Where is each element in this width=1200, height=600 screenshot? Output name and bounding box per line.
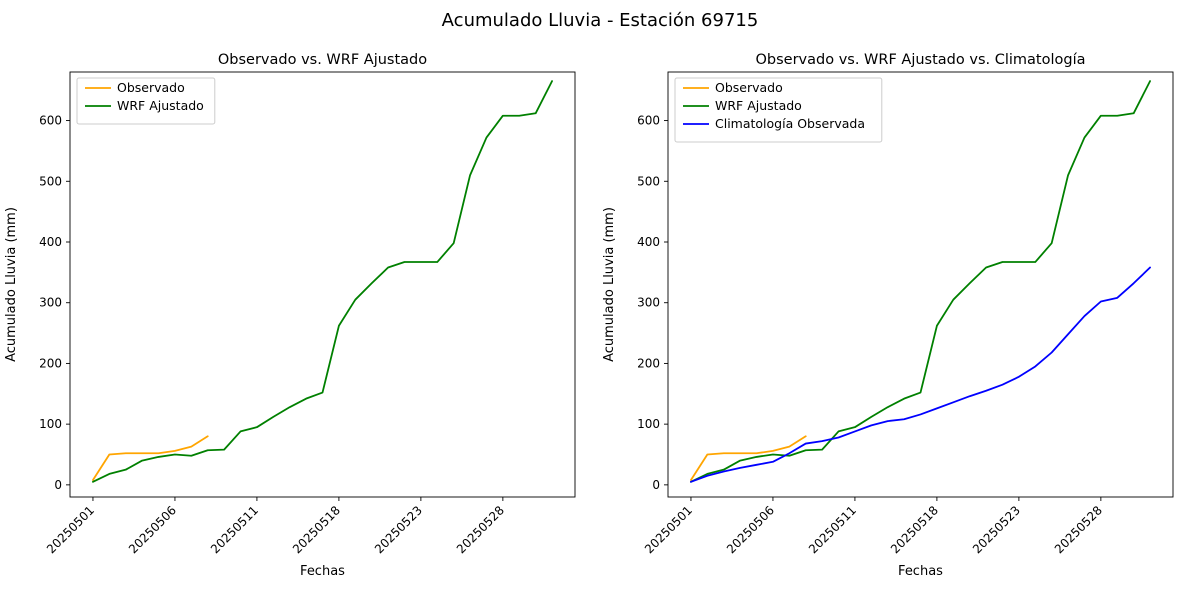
y-tick-label: 300 xyxy=(39,296,62,310)
x-axis-label: Fechas xyxy=(898,564,943,579)
y-tick-label: 0 xyxy=(54,478,62,492)
y-tick-label: 0 xyxy=(652,478,660,492)
legend-label-climatologia-observada: Climatología Observada xyxy=(715,116,865,131)
x-tick-label: 20250506 xyxy=(126,503,179,556)
chart-title: Observado vs. WRF Ajustado vs. Climatolo… xyxy=(756,52,1086,68)
y-tick-label: 500 xyxy=(637,174,660,188)
y-tick-label: 400 xyxy=(637,235,660,249)
x-tick-label: 20250518 xyxy=(290,503,343,556)
x-tick-label: 20250501 xyxy=(642,503,695,556)
x-tick-label: 20250518 xyxy=(888,503,941,556)
y-axis-label: Acumulado Lluvia (mm) xyxy=(4,207,19,362)
y-tick-label: 600 xyxy=(637,114,660,128)
plot-frame xyxy=(69,71,576,498)
legend-label-observado: Observado xyxy=(715,80,783,95)
x-tick-label: 20250511 xyxy=(208,503,261,556)
y-tick-label: 500 xyxy=(39,174,62,188)
legend-label-observado: Observado xyxy=(117,80,185,95)
y-tick-label: 300 xyxy=(637,296,660,310)
chart-title: Observado vs. WRF Ajustado xyxy=(218,52,427,68)
x-tick-label: 20250528 xyxy=(454,503,507,556)
x-tick-label: 20250523 xyxy=(970,503,1023,556)
legend-label-wrf-ajustado: WRF Ajustado xyxy=(117,98,204,113)
y-tick-label: 100 xyxy=(637,417,660,431)
series-line-observado xyxy=(92,435,209,481)
y-tick-label: 100 xyxy=(39,417,62,431)
charts-row: 0 100 200 300 400 500 600 20250501 20250506 20250… xyxy=(0,50,1183,600)
legend-box xyxy=(674,77,883,143)
x-axis-label: Fechas xyxy=(300,564,345,579)
x-tick-label: 20250523 xyxy=(372,503,425,556)
plot-frame xyxy=(667,71,1174,498)
y-tick-label: 200 xyxy=(637,356,660,370)
x-tick-label: 20250506 xyxy=(724,503,777,556)
x-tick-label: 20250501 xyxy=(44,503,97,556)
y-tick-label: 400 xyxy=(39,235,62,249)
legend-label-wrf-ajustado: WRF Ajustado xyxy=(715,98,802,113)
y-axis-label: Acumulado Lluvia (mm) xyxy=(602,207,617,362)
figure-suptitle: Acumulado Lluvia - Estación 69715 xyxy=(441,10,759,31)
series-line-wrf-ajustado xyxy=(92,80,553,483)
series-line-climatologia-observada xyxy=(690,266,1151,483)
series-line-wrf-ajustado xyxy=(690,80,1151,483)
x-tick-label: 20250528 xyxy=(1052,503,1105,556)
series-line-observado xyxy=(690,435,807,481)
legend-box xyxy=(76,77,216,125)
x-tick-label: 20250511 xyxy=(806,503,859,556)
y-tick-label: 200 xyxy=(39,356,62,370)
chart-observado-vs-wrf: 0 100 200 300 400 500 600 20250501 20250506 20250… xyxy=(4,52,576,579)
y-tick-label: 600 xyxy=(39,114,62,128)
chart-observado-vs-wrf-vs-climatologia: 0 100 200 300 400 500 600 20250501 20250506 20250… xyxy=(602,52,1174,579)
